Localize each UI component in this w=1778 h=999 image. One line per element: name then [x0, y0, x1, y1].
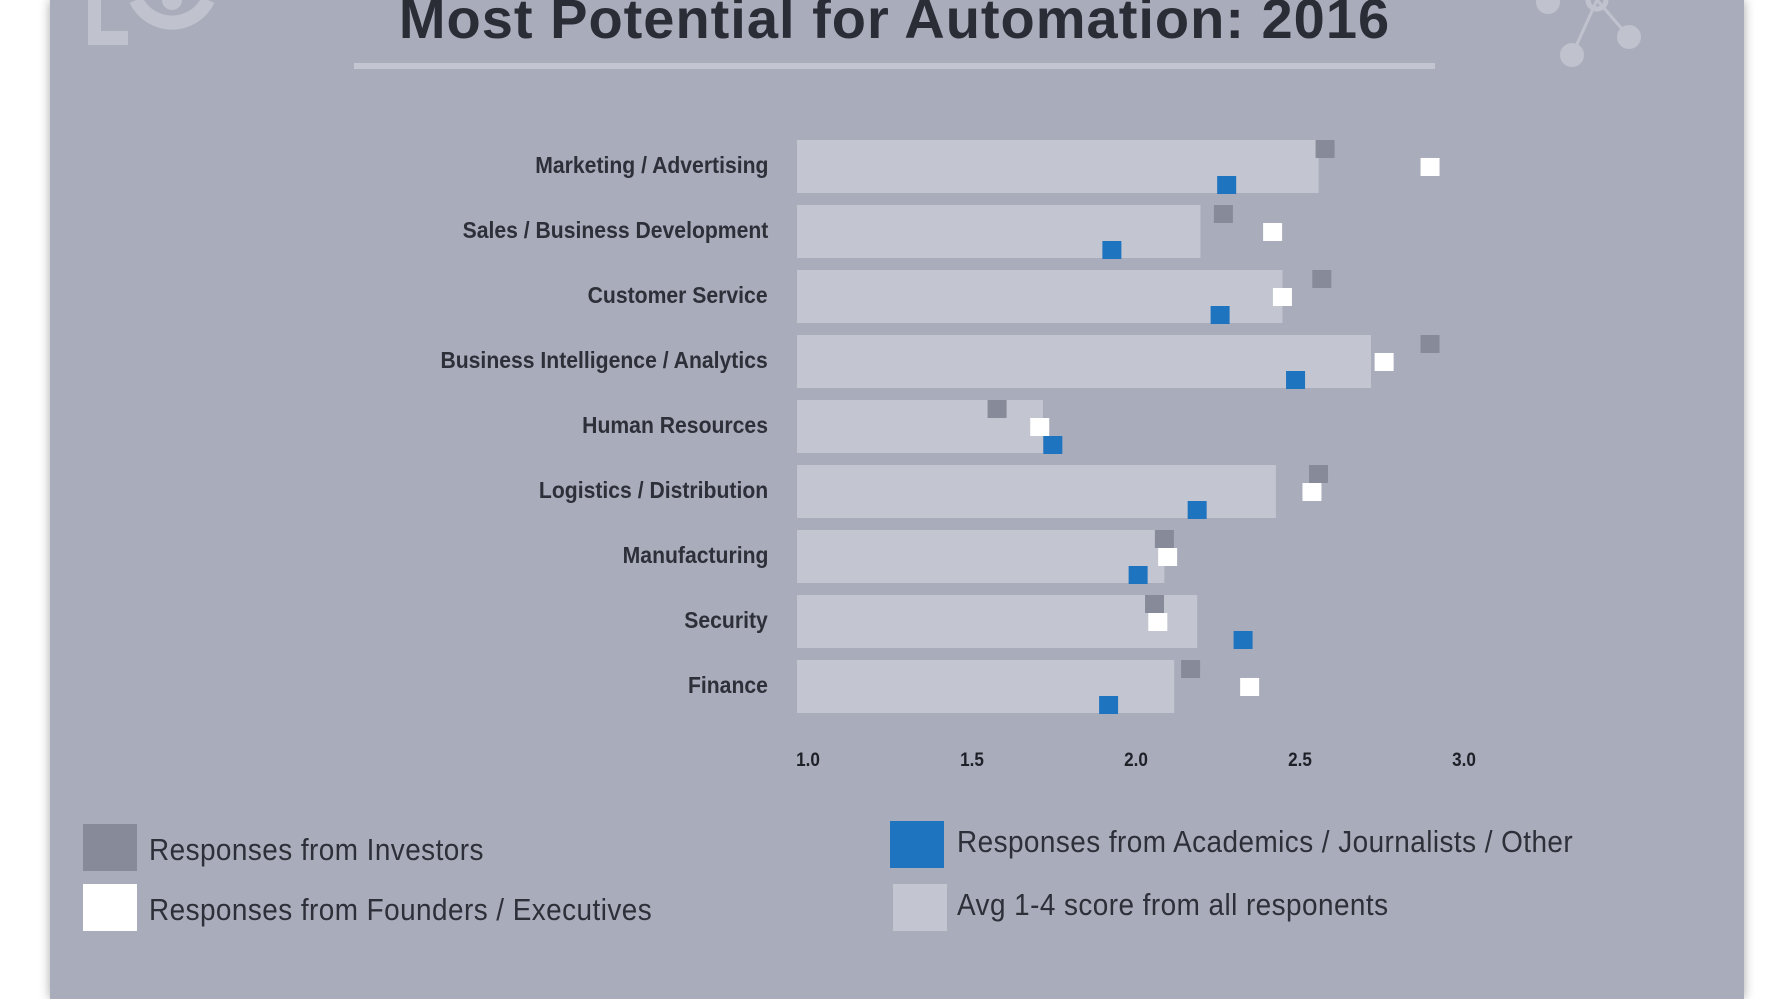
x-tick-label: 2.5	[1288, 750, 1312, 771]
molecule-icon	[1536, 0, 1641, 67]
investors-marker	[1145, 595, 1165, 613]
x-tick-label: 1.5	[960, 750, 984, 771]
chart-title: Most Potential for Automation: 2016	[398, 0, 1391, 50]
avg-bar	[797, 530, 1165, 583]
x-tick-label: 1.0	[796, 750, 820, 771]
academics-marker	[1210, 306, 1230, 324]
category-label: Marketing / Advertising	[534, 152, 768, 178]
x-tick-label: 3.0	[1452, 750, 1476, 771]
legend-label-investors: Responses from Investors	[149, 832, 484, 867]
legend-label-academics: Responses from Academics / Journalists /…	[957, 824, 1574, 859]
founders-marker	[1302, 483, 1322, 501]
avg-bar	[797, 595, 1198, 648]
academics-marker	[1102, 241, 1122, 259]
academics-marker	[1043, 436, 1063, 454]
academics-marker	[1128, 566, 1148, 584]
avg-bar	[797, 140, 1319, 193]
founders-marker	[1030, 418, 1050, 436]
academics-marker	[1233, 631, 1253, 649]
investors-marker	[1213, 205, 1233, 223]
category-label: Human Resources	[582, 412, 768, 438]
investors-marker	[1420, 335, 1440, 353]
founders-marker	[1263, 223, 1283, 241]
eo-logo-icon	[88, 0, 215, 45]
category-label: Sales / Business Development	[462, 217, 768, 243]
investors-marker	[1309, 465, 1329, 483]
legend-swatch-academics	[890, 821, 944, 868]
avg-bar	[797, 205, 1201, 258]
category-label: Customer Service	[588, 282, 768, 308]
x-tick-label: 2.0	[1124, 750, 1148, 771]
academics-marker	[1286, 371, 1306, 389]
category-label: Business Intelligence / Analytics	[440, 347, 768, 373]
avg-bar	[797, 270, 1283, 323]
investors-marker	[1312, 270, 1332, 288]
investors-marker	[1181, 660, 1201, 678]
legend-swatch-investors	[83, 824, 137, 871]
category-label: Logistics / Distribution	[538, 477, 768, 503]
investors-marker	[1315, 140, 1335, 158]
avg-bar	[797, 335, 1371, 388]
category-label: Finance	[688, 672, 768, 698]
founders-marker	[1240, 678, 1260, 696]
founders-marker	[1272, 288, 1292, 306]
academics-marker	[1187, 501, 1207, 519]
investors-marker	[1154, 530, 1174, 548]
category-label: Manufacturing	[622, 542, 768, 568]
investors-marker	[987, 400, 1007, 418]
category-label: Security	[684, 607, 768, 633]
founders-marker	[1148, 613, 1168, 631]
title-underline	[354, 63, 1435, 69]
legend-swatch-founders	[83, 884, 137, 931]
founders-marker	[1374, 353, 1394, 371]
legend-label-founders: Responses from Founders / Executives	[149, 892, 653, 927]
academics-marker	[1099, 696, 1119, 714]
founders-marker	[1158, 548, 1178, 566]
legend-label-avg: Avg 1-4 score from all responents	[957, 887, 1389, 922]
founders-marker	[1420, 158, 1440, 176]
academics-marker	[1217, 176, 1237, 194]
legend-swatch-avg	[893, 884, 947, 931]
